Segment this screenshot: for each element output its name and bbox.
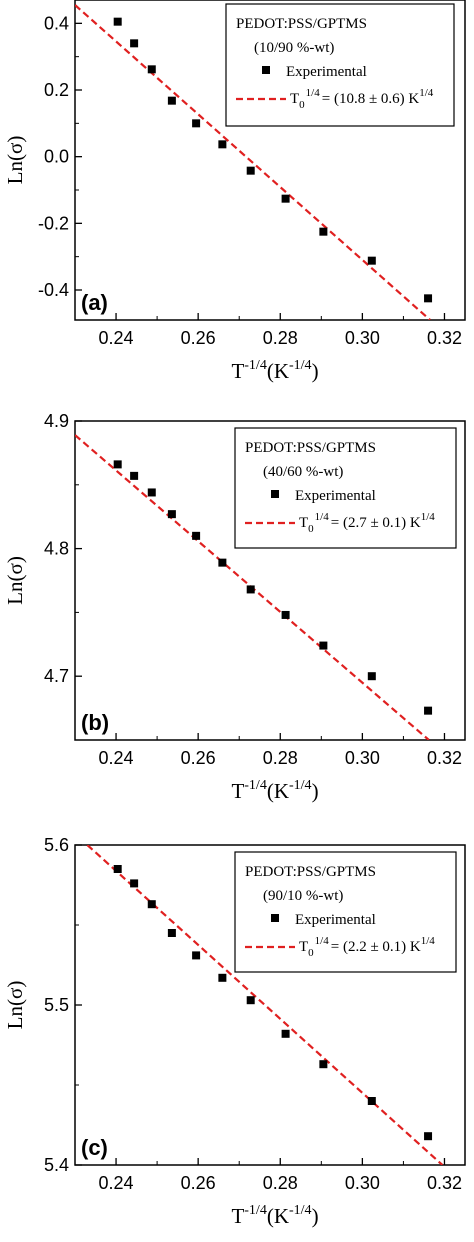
legend-marker bbox=[271, 490, 279, 498]
legend-fit-label: T01/4 = (2.2 ± 0.1) K1/4 bbox=[299, 935, 435, 959]
legend-series-label: Experimental bbox=[295, 912, 376, 928]
data-point bbox=[192, 951, 201, 960]
legend-fit-label: T01/4 = (2.7 ± 0.1) K1/4 bbox=[299, 511, 435, 535]
x-tick-label: 0.32 bbox=[427, 328, 462, 348]
fit-line bbox=[86, 845, 444, 1165]
legend-box bbox=[234, 851, 457, 973]
data-point bbox=[167, 96, 176, 105]
data-point bbox=[367, 256, 376, 265]
x-tick-label: 0.26 bbox=[181, 748, 216, 768]
legend-box bbox=[225, 3, 455, 127]
legend-marker bbox=[262, 66, 270, 74]
data-point bbox=[319, 1060, 328, 1069]
data-point bbox=[319, 227, 328, 236]
y-tick-label: 5.6 bbox=[44, 835, 69, 855]
data-point bbox=[246, 166, 255, 175]
y-tick-label: -0.2 bbox=[38, 213, 69, 233]
x-tick-label: 0.28 bbox=[263, 748, 298, 768]
x-tick-label: 0.24 bbox=[99, 328, 134, 348]
data-point bbox=[113, 17, 122, 26]
x-tick-label: 0.32 bbox=[427, 1173, 462, 1193]
legend: PEDOT:PSS/GPTMS (10/90 %-wt) Experimental T… bbox=[225, 3, 455, 127]
legend-series-label: Experimental bbox=[286, 64, 367, 80]
data-point bbox=[147, 488, 156, 497]
x-tick-label: 0.24 bbox=[99, 748, 134, 768]
legend-title: PEDOT:PSS/GPTMS bbox=[245, 864, 376, 880]
data-point bbox=[147, 900, 156, 909]
legend-composition: (10/90 %-wt) bbox=[254, 40, 334, 56]
panel-label: (c) bbox=[81, 1135, 108, 1160]
data-point bbox=[246, 585, 255, 594]
data-point bbox=[218, 558, 227, 567]
data-point bbox=[319, 641, 328, 650]
y-tick-label: 5.4 bbox=[44, 1155, 69, 1175]
plot-frame bbox=[74, 0, 466, 321]
legend: PEDOT:PSS/GPTMS (40/60 %-wt) Experimental T… bbox=[234, 427, 457, 549]
data-point bbox=[246, 996, 255, 1005]
data-point bbox=[218, 973, 227, 982]
y-tick-label: 5.5 bbox=[44, 995, 69, 1015]
legend-title: PEDOT:PSS/GPTMS bbox=[236, 16, 367, 32]
legend-series-label: Experimental bbox=[295, 488, 376, 504]
x-tick-label: 0.24 bbox=[99, 1173, 134, 1193]
y-tick-label: 4.9 bbox=[44, 411, 69, 431]
plot-frame bbox=[74, 420, 466, 741]
legend-composition: (90/10 %-wt) bbox=[263, 888, 343, 904]
data-point bbox=[281, 194, 290, 203]
x-tick-label: 0.30 bbox=[345, 1173, 380, 1193]
data-point bbox=[218, 140, 227, 149]
x-axis-title: T-1/4(K-1/4) bbox=[231, 358, 318, 383]
y-axis-title: Ln(σ) bbox=[3, 556, 27, 605]
chart-panel-1: 0.24 0.26 0.28 0.30 0.32 -0.4 -0.2 0.0 0.2 0.4 (a)… bbox=[3, 0, 466, 383]
legend-box bbox=[234, 427, 457, 549]
data-point bbox=[130, 879, 139, 888]
data-point bbox=[130, 39, 139, 48]
x-axis-title: T-1/4(K-1/4) bbox=[231, 778, 318, 803]
legend-fit-label: T01/4 = (10.8 ± 0.6) K1/4 bbox=[290, 87, 434, 111]
x-tick-label: 0.30 bbox=[345, 748, 380, 768]
chart-panel-3: 0.24 0.26 0.28 0.30 0.32 5.4 5.5 5.6 (c) Ln(σ) T-1… bbox=[3, 835, 466, 1228]
data-point bbox=[424, 1132, 433, 1141]
data-point bbox=[367, 1097, 376, 1105]
panel-label: (a) bbox=[81, 290, 108, 315]
data-point bbox=[192, 531, 201, 540]
y-axis-title: Ln(σ) bbox=[3, 981, 27, 1030]
data-point bbox=[424, 706, 433, 715]
data-point bbox=[113, 460, 122, 469]
data-point bbox=[167, 929, 176, 937]
x-tick-label: 0.30 bbox=[345, 328, 380, 348]
data-point bbox=[113, 865, 122, 873]
y-axis-title: Ln(σ) bbox=[3, 136, 27, 185]
data-point bbox=[367, 672, 376, 681]
legend: PEDOT:PSS/GPTMS (90/10 %-wt) Experimental T… bbox=[234, 851, 457, 973]
data-point bbox=[167, 510, 176, 519]
data-point bbox=[130, 471, 139, 480]
legend-title: PEDOT:PSS/GPTMS bbox=[245, 440, 376, 456]
data-point bbox=[147, 65, 156, 74]
y-tick-label: 0.0 bbox=[44, 147, 69, 167]
x-tick-label: 0.28 bbox=[263, 1173, 298, 1193]
y-tick-label: 4.7 bbox=[44, 666, 69, 686]
x-tick-label: 0.26 bbox=[181, 1173, 216, 1193]
panel-label: (b) bbox=[81, 710, 109, 735]
data-point bbox=[424, 294, 433, 303]
data-point bbox=[281, 1029, 290, 1038]
x-tick-label: 0.28 bbox=[263, 328, 298, 348]
fit-line bbox=[75, 4, 431, 320]
data-point bbox=[192, 119, 201, 128]
chart-panel-2: 0.24 0.26 0.28 0.30 0.32 4.7 4.8 4.9 (b) Ln(σ) T-1… bbox=[3, 411, 466, 803]
x-tick-label: 0.32 bbox=[427, 748, 462, 768]
x-tick-label: 0.26 bbox=[181, 328, 216, 348]
x-axis-title: T-1/4(K-1/4) bbox=[231, 1203, 318, 1228]
y-tick-label: -0.4 bbox=[38, 280, 69, 300]
y-tick-label: 0.4 bbox=[44, 13, 69, 33]
y-tick-label: 4.8 bbox=[44, 539, 69, 559]
legend-composition: (40/60 %-wt) bbox=[263, 464, 343, 480]
legend-marker bbox=[271, 914, 279, 922]
data-point bbox=[281, 610, 290, 619]
y-tick-label: 0.2 bbox=[44, 80, 69, 100]
